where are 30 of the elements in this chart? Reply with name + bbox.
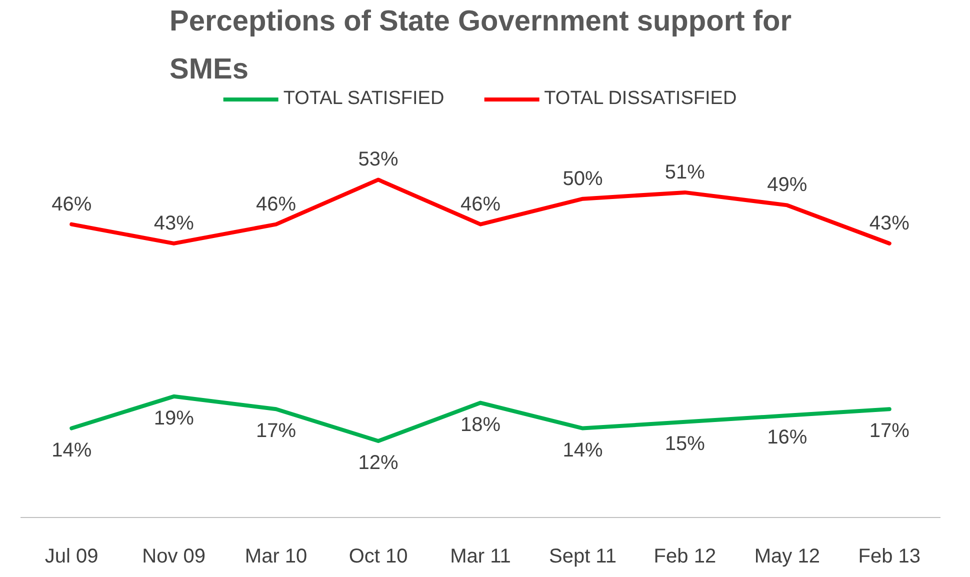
data-label: 49%	[767, 174, 808, 196]
data-label: 43%	[154, 212, 194, 234]
data-label: 51%	[664, 161, 706, 184]
x-tick-label: Mar 11	[450, 546, 511, 568]
data-label: 53%	[358, 148, 399, 171]
x-tick-label: Oct 10	[348, 546, 408, 568]
data-label: 15%	[664, 432, 706, 455]
data-label: 17%	[256, 420, 296, 442]
data-label: 46%	[52, 193, 92, 216]
data-label: 46%	[256, 193, 296, 216]
data-label: 50%	[562, 168, 603, 190]
x-tick-label: Feb 12	[654, 546, 716, 568]
data-label: 43%	[869, 212, 910, 234]
data-label: 17%	[869, 420, 910, 442]
legend-label: TOTAL DISSATISFIED	[544, 88, 737, 110]
x-tick-label: May 12	[754, 546, 820, 568]
x-tick-label: Feb 13	[858, 546, 921, 568]
data-label: 14%	[52, 439, 92, 462]
x-tick-label: Jul 09	[44, 546, 98, 568]
data-label: 18%	[460, 414, 501, 436]
data-label: 16%	[767, 426, 808, 449]
x-tick-label: Sept 11	[548, 546, 616, 568]
data-label: 19%	[154, 407, 194, 430]
chart-title: Perceptions of State Government support for SMEs	[170, 6, 792, 86]
x-tick-label: Nov 09	[142, 546, 206, 568]
x-tick-label: Mar 10	[244, 546, 308, 568]
legend-label: TOTAL SATISFIED	[283, 88, 444, 110]
data-label: 46%	[460, 193, 501, 216]
data-label: 12%	[358, 452, 399, 474]
data-label: 14%	[562, 439, 603, 462]
